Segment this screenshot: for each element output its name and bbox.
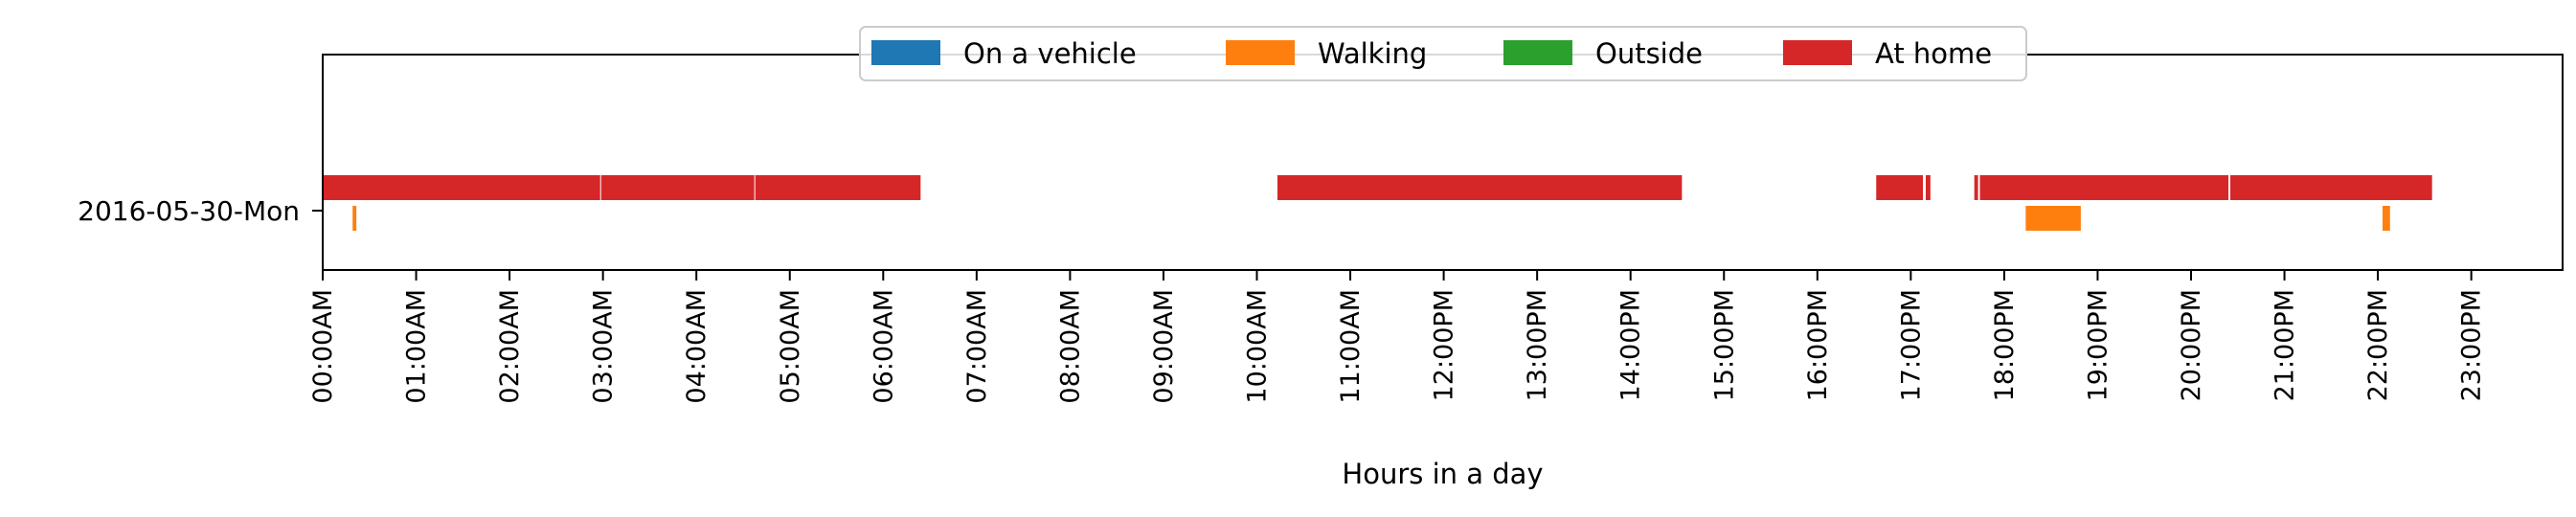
x-tick-label: 09:00AM bbox=[1149, 289, 1179, 404]
legend-swatch-outside bbox=[1503, 40, 1572, 65]
x-tick-label: 18:00PM bbox=[1990, 289, 2020, 401]
segment-at-home-0 bbox=[323, 175, 600, 200]
segment-walking-0 bbox=[352, 206, 357, 231]
segment-walking-1 bbox=[2025, 206, 2081, 231]
x-tick-label: 15:00PM bbox=[1709, 289, 1739, 401]
x-tick-label: 01:00AM bbox=[402, 289, 432, 404]
x-axis-label: Hours in a day bbox=[1342, 458, 1543, 490]
legend-label-at-home: At home bbox=[1875, 37, 1992, 70]
segment-at-home-7 bbox=[1979, 175, 2229, 200]
segment-at-home-5 bbox=[1925, 175, 1931, 200]
x-tick-label: 13:00PM bbox=[1523, 289, 1552, 401]
x-tick-label: 12:00PM bbox=[1430, 289, 1459, 401]
legend-swatch-walking bbox=[1226, 40, 1295, 65]
segment-walking-2 bbox=[2382, 206, 2390, 231]
x-tick-label: 14:00PM bbox=[1616, 289, 1646, 401]
x-tick-label: 20:00PM bbox=[2177, 289, 2206, 401]
segment-at-home-4 bbox=[1876, 175, 1924, 200]
x-tick-label: 10:00AM bbox=[1243, 289, 1273, 404]
segment-at-home-1 bbox=[600, 175, 755, 200]
legend-box bbox=[859, 26, 2027, 81]
segment-at-home-6 bbox=[1974, 175, 1978, 200]
x-tick-label: 11:00AM bbox=[1336, 289, 1366, 404]
x-tick-label: 03:00AM bbox=[589, 289, 619, 404]
x-tick-label: 07:00AM bbox=[962, 289, 992, 404]
x-tick-label: 08:00AM bbox=[1055, 289, 1085, 404]
x-tick-label: 16:00PM bbox=[1803, 289, 1833, 401]
x-tick-label: 05:00AM bbox=[776, 289, 805, 404]
x-tick-label: 06:00AM bbox=[869, 289, 898, 404]
y-axis-ticks: 2016-05-30-Mon bbox=[78, 195, 323, 227]
legend-swatch-on-a-vehicle bbox=[871, 40, 940, 65]
x-tick-label: 21:00PM bbox=[2271, 289, 2300, 401]
y-tick-label: 2016-05-30-Mon bbox=[78, 195, 300, 227]
legend-label-outside: Outside bbox=[1595, 37, 1703, 70]
x-tick-label: 23:00PM bbox=[2457, 289, 2487, 401]
segment-at-home-3 bbox=[1277, 175, 1683, 200]
legend-label-on-a-vehicle: On a vehicle bbox=[963, 37, 1137, 70]
segment-at-home-2 bbox=[755, 175, 921, 200]
x-tick-label: 04:00AM bbox=[682, 289, 712, 404]
segment-at-home-8 bbox=[2229, 175, 2432, 200]
x-tick-label: 00:00AM bbox=[308, 289, 338, 404]
legend-label-walking: Walking bbox=[1318, 37, 1427, 70]
x-tick-label: 02:00AM bbox=[495, 289, 525, 404]
activity-bars bbox=[323, 175, 2432, 231]
legend: On a vehicle Walking Outside At home bbox=[859, 26, 2027, 81]
plot-area-frame bbox=[322, 54, 2564, 271]
x-tick-label: 19:00PM bbox=[2083, 289, 2113, 401]
legend-swatch-at-home bbox=[1783, 40, 1852, 65]
x-tick-label: 17:00PM bbox=[1896, 289, 1926, 401]
x-axis-ticks: 00:00AM 01:00AM 02:00AM 03:00AM 04:00AM 05:00… bbox=[308, 270, 2487, 404]
x-tick-label: 22:00PM bbox=[2363, 289, 2393, 401]
